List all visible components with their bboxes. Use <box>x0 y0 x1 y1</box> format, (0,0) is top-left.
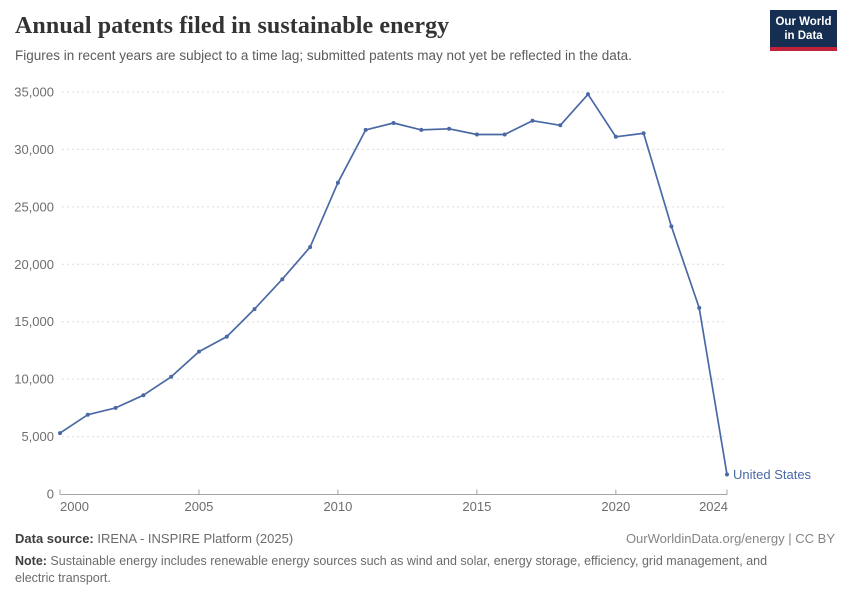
data-point <box>113 405 118 410</box>
y-tick-label: 0 <box>47 487 54 502</box>
data-source-value: IRENA - INSPIRE Platform (2025) <box>93 531 294 546</box>
license-link[interactable]: OurWorldinData.org/energy | CC BY <box>625 531 835 546</box>
x-tick-label: 2005 <box>184 499 213 514</box>
data-point <box>669 224 674 229</box>
data-point <box>58 431 62 436</box>
x-tick-label: 2024 <box>699 499 728 514</box>
page-title: Annual patents filed in sustainable ener… <box>15 13 450 39</box>
data-point <box>141 393 146 398</box>
data-point <box>725 472 729 477</box>
data-point <box>280 277 285 282</box>
data-point <box>308 245 313 250</box>
x-tick-label: 2010 <box>323 499 352 514</box>
data-point <box>613 134 618 139</box>
owid-logo-line2: in Data <box>784 30 823 43</box>
data-point <box>530 118 535 123</box>
data-point <box>197 349 201 354</box>
owid-logo-line1: Our World <box>775 16 832 28</box>
data-point <box>363 127 368 132</box>
note-label: Note: <box>15 554 47 568</box>
y-tick-label: 25,000 <box>14 199 54 214</box>
data-point <box>169 374 174 379</box>
chart-header: Annual patents filed in sustainable ener… <box>0 0 850 70</box>
data-point <box>335 180 340 185</box>
data-source-label: Data source: <box>15 531 94 546</box>
y-tick-label: 10,000 <box>14 372 54 387</box>
x-tick-label: 2020 <box>601 499 630 514</box>
footer-source-row: Data source: IRENA - INSPIRE Platform (2… <box>15 531 835 546</box>
y-tick-label: 15,000 <box>14 314 54 329</box>
data-source: Data source: IRENA - INSPIRE Platform (2… <box>15 531 293 546</box>
data-point <box>447 126 452 131</box>
chart-footer: Data source: IRENA - INSPIRE Platform (2… <box>0 515 850 588</box>
data-point <box>502 132 507 137</box>
y-tick-label: 35,000 <box>14 85 54 100</box>
chart-subtitle: Figures in recent years are subject to a… <box>15 47 632 63</box>
data-point <box>85 412 90 417</box>
y-tick-label: 20,000 <box>14 257 54 272</box>
y-tick-label: 5,000 <box>21 429 54 444</box>
data-point <box>697 305 702 310</box>
data-point <box>641 131 646 136</box>
x-tick-label: 2015 <box>462 499 491 514</box>
line-chart: 0 5,000 10,000 15,000 20,000 25,000 30,000 35,0… <box>14 85 812 515</box>
note-value: Sustainable energy includes renewable en… <box>15 554 768 586</box>
data-point <box>474 132 479 137</box>
data-point <box>419 127 424 132</box>
series-line <box>59 93 728 476</box>
owid-logo: Our World in Data <box>770 10 837 52</box>
data-point <box>224 334 229 339</box>
data-point <box>558 123 563 128</box>
data-point <box>391 121 396 125</box>
data-point <box>586 92 590 97</box>
x-tick-label: 2000 <box>60 499 89 514</box>
data-point <box>252 307 257 312</box>
footer-note: Note: Sustainable energy includes renewa… <box>15 553 777 588</box>
entity-label: United States <box>733 467 812 482</box>
y-tick-label: 30,000 <box>14 142 54 157</box>
